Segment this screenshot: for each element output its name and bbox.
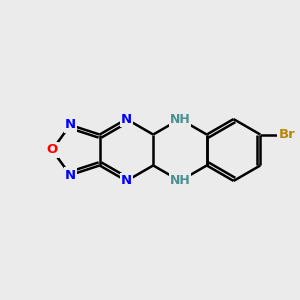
Text: NH: NH [169, 112, 190, 126]
Text: N: N [121, 112, 132, 126]
Text: O: O [46, 143, 58, 157]
Text: NH: NH [169, 174, 190, 188]
Text: N: N [121, 174, 132, 188]
Text: N: N [65, 169, 76, 182]
Text: Br: Br [278, 128, 295, 141]
Text: N: N [65, 118, 76, 131]
